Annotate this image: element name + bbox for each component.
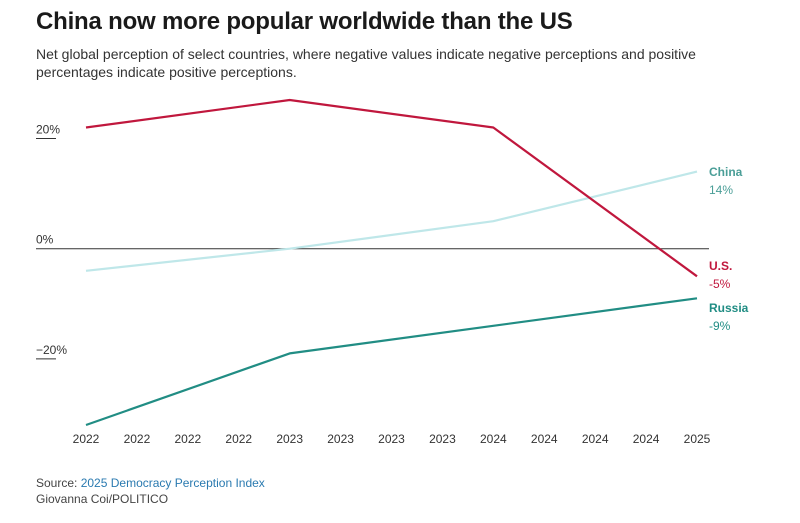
x-tick-label: 2025 (684, 432, 711, 446)
x-tick-label: 2023 (276, 432, 303, 446)
x-tick-label: 2022 (174, 432, 201, 446)
x-tick-label: 2024 (531, 432, 558, 446)
source-line: Source: 2025 Democracy Perception Index (36, 475, 265, 491)
x-tick-label: 2022 (73, 432, 100, 446)
credit: Giovanna Coi/POLITICO (36, 492, 169, 506)
series-value-russia: -9% (709, 319, 731, 333)
series-line-china (85, 170, 698, 272)
footer: Source: 2025 Democracy Perception Index … (36, 475, 265, 507)
x-tick-label: 2023 (327, 432, 354, 446)
source-link[interactable]: 2025 Democracy Perception Index (80, 476, 265, 490)
source-prefix: Source: (36, 476, 81, 490)
x-tick-label: 2023 (429, 432, 456, 446)
series-label-russia: Russia (709, 301, 749, 315)
x-tick-label: 2024 (633, 432, 660, 446)
x-tick-label: 2024 (582, 432, 609, 446)
x-tick-label: 2024 (480, 432, 507, 446)
series-label-china: China (709, 165, 743, 179)
y-tick-label: 0% (36, 233, 54, 247)
series-value-us: -5% (709, 277, 731, 291)
x-tick-label: 2022 (225, 432, 252, 446)
y-tick-label: 20% (36, 123, 60, 137)
series-line-russia (85, 297, 698, 427)
series-label-us: U.S. (709, 259, 732, 273)
line-chart: 20% 0% −20% 2022 2022 2022 2022 2023 2023 2023 202… (36, 98, 749, 446)
series-value-china: 14% (709, 183, 733, 197)
x-tick-label: 2023 (378, 432, 405, 446)
chart-subtitle: Net global perception of select countrie… (36, 46, 696, 80)
x-tick-label: 2022 (124, 432, 151, 446)
y-tick-label: −20% (36, 343, 67, 357)
chart-title: China now more popular worldwide than th… (36, 8, 573, 35)
series-line-us (85, 98, 698, 278)
